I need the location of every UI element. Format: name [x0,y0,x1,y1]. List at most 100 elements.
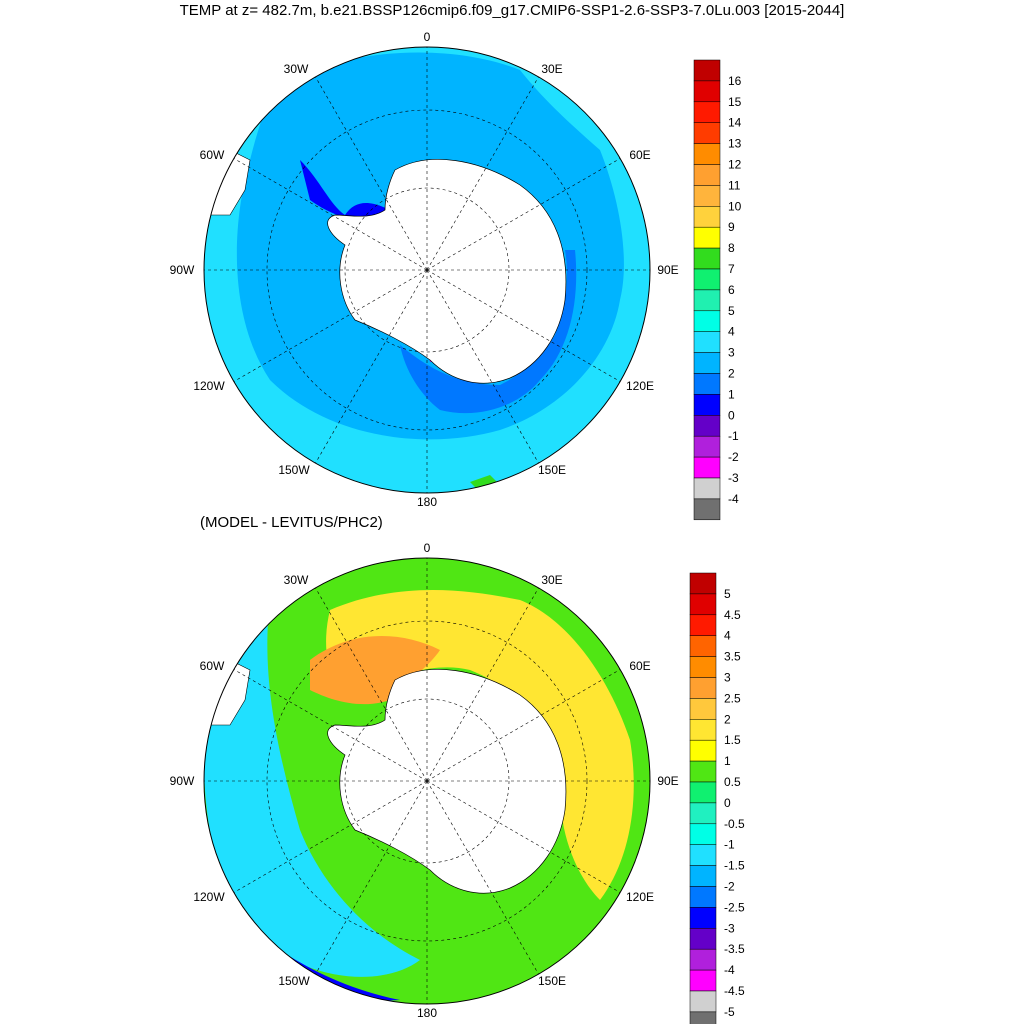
top-colorbar-label: -2 [728,450,739,464]
lon-label: 120W [193,379,225,393]
bottom-colorbar-swatch [689,907,717,929]
bottom-colorbar-label: -3.5 [724,942,745,956]
bottom-colorbar-swatch [689,719,717,741]
top-colorbar-swatch [693,373,721,395]
bottom-colorbar-swatch [689,677,717,699]
top-colorbar-swatch [693,415,721,437]
top-colorbar-swatch [693,185,721,207]
bottom-colorbar-label: 2 [724,712,731,726]
bottom-colorbar-label: -1 [724,838,735,852]
top-colorbar-label: 2 [728,367,735,381]
lon-label: 150E [538,974,566,988]
bottom-colorbar-swatch [689,698,717,720]
lon-label: 180 [417,1006,437,1020]
bottom-colorbar-swatch [689,760,717,783]
main-title: TEMP at z= 482.7m, b.e21.BSSP126cmip6.f0… [179,2,845,19]
top-colorbar-label: 14 [728,116,742,130]
bottom-colorbar-label: 2.5 [724,691,741,705]
top-map [203,46,651,494]
top-colorbar-swatch [693,101,721,123]
bottom-band-warmest [310,636,440,705]
bottom-map [203,557,651,1005]
top-colorbar-label: 6 [728,283,735,297]
top-colorbar-label: 16 [728,74,742,88]
top-colorbar-label: -3 [728,471,739,485]
bottom-colorbar-label: -2 [724,880,735,894]
lon-label: 60W [200,659,225,673]
lon-label: 30E [541,62,562,76]
bottom-colorbar-label: -3 [724,921,735,935]
bottom-colorbar-swatch [689,781,717,804]
bottom-colorbar-swatch [689,886,717,908]
bottom-colorbar-label: -1.5 [724,859,745,873]
top-colorbar-swatch [693,310,721,332]
lon-label: 30E [541,573,562,587]
top-colorbar-label: -1 [728,429,739,443]
bottom-colorbar-swatch [689,865,717,887]
lon-label: 60E [629,659,650,673]
top-colorbar-swatch [693,226,721,249]
bottom-colorbar-swatch [689,802,717,825]
bottom-colorbar-label: -0.5 [724,817,745,831]
top-colorbar-swatch [693,394,721,416]
bottom-colorbar-label: -4 [724,963,735,977]
bottom-antarctica-land [327,669,567,894]
subtitle: (MODEL - LEVITUS/PHC2) [200,514,383,531]
bottom-colorbar-label: 3.5 [724,650,741,664]
top-colorbar-swatch [693,164,721,186]
lon-label: 30W [284,62,309,76]
bottom-band-cool-west [204,600,420,977]
top-colorbar-label: -4 [728,492,739,506]
top-band-1-2-coast [400,250,577,414]
bottom-colorbar-swatch [689,990,717,1013]
top-colorbar-swatch [693,331,721,353]
bottom-colorbar-swatch [689,635,717,657]
bottom-colorbar-label: -4.5 [724,984,745,998]
bottom-colorbar-label: 1 [724,754,731,768]
top-antarctica-land [327,159,567,384]
top-colorbar-swatch [693,206,721,228]
lon-label: 150E [538,463,566,477]
bottom-colorbar-swatch [689,656,717,678]
bottom-colorbar-label: 5 [724,587,731,601]
top-colorbar-label: 3 [728,346,735,360]
top-colorbar-label: 11 [728,178,741,192]
bottom-colorbar-swatch [689,948,717,971]
lon-label: 60W [200,148,225,162]
bottom-colorbar-swatch [689,739,717,762]
top-colorbar-swatch [693,122,721,144]
lon-label: 120E [626,379,654,393]
lon-label: 90E [657,774,678,788]
top-colorbar-label: 0 [728,408,735,422]
bottom-colorbar-label: -5 [724,1005,735,1019]
top-colorbar-swatch [693,435,721,458]
bottom-colorbar-label: -2.5 [724,900,745,914]
top-colorbar-label: 12 [728,158,742,172]
lon-label: 90E [657,263,678,277]
bottom-colorbar-swatch [689,928,717,950]
lon-label: 90W [170,774,195,788]
top-colorbar-label: 5 [728,304,735,318]
top-colorbar-label: 7 [728,262,735,276]
bottom-colorbar-label: 0 [724,796,731,810]
top-colorbar-swatch [693,80,721,103]
lon-label: 30W [284,573,309,587]
bottom-colorbar-swatch [689,969,717,992]
lon-label: 150W [278,974,310,988]
bottom-colorbar-swatch [689,1011,717,1024]
lon-label: 90W [170,263,195,277]
top-colorbar-label: 8 [728,241,735,255]
bottom-colorbar-label: 4.5 [724,608,741,622]
lon-label: 120E [626,890,654,904]
bottom-colorbar-swatch [689,572,717,595]
top-colorbar-swatch [693,143,721,165]
bottom-colorbar-label: 0.5 [724,775,741,789]
lon-label: 60E [629,148,650,162]
top-colorbar-swatch [693,268,721,291]
top-colorbar-swatch [693,477,721,500]
top-colorbar-swatch [693,498,721,521]
bottom-colorbar-swatch [689,614,717,636]
bottom-colorbar-swatch [689,823,717,845]
top-band-3-4 [204,300,330,480]
